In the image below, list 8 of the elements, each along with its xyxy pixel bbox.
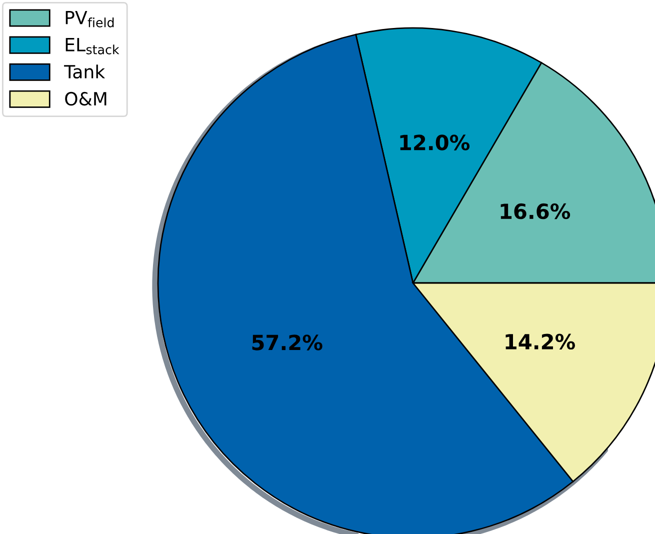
data-label: 14.2% [506, 334, 575, 350]
legend-label: O&M [65, 92, 106, 106]
legend-label: EL$_{stack}$ [66, 38, 120, 54]
data-label: 12.0% [400, 134, 470, 150]
data-label: 57.2% [252, 334, 322, 350]
data-label: 16.6% [500, 203, 570, 220]
legend-label: Tank [64, 64, 106, 79]
legend-label: PV$_{field}$ [66, 11, 114, 28]
